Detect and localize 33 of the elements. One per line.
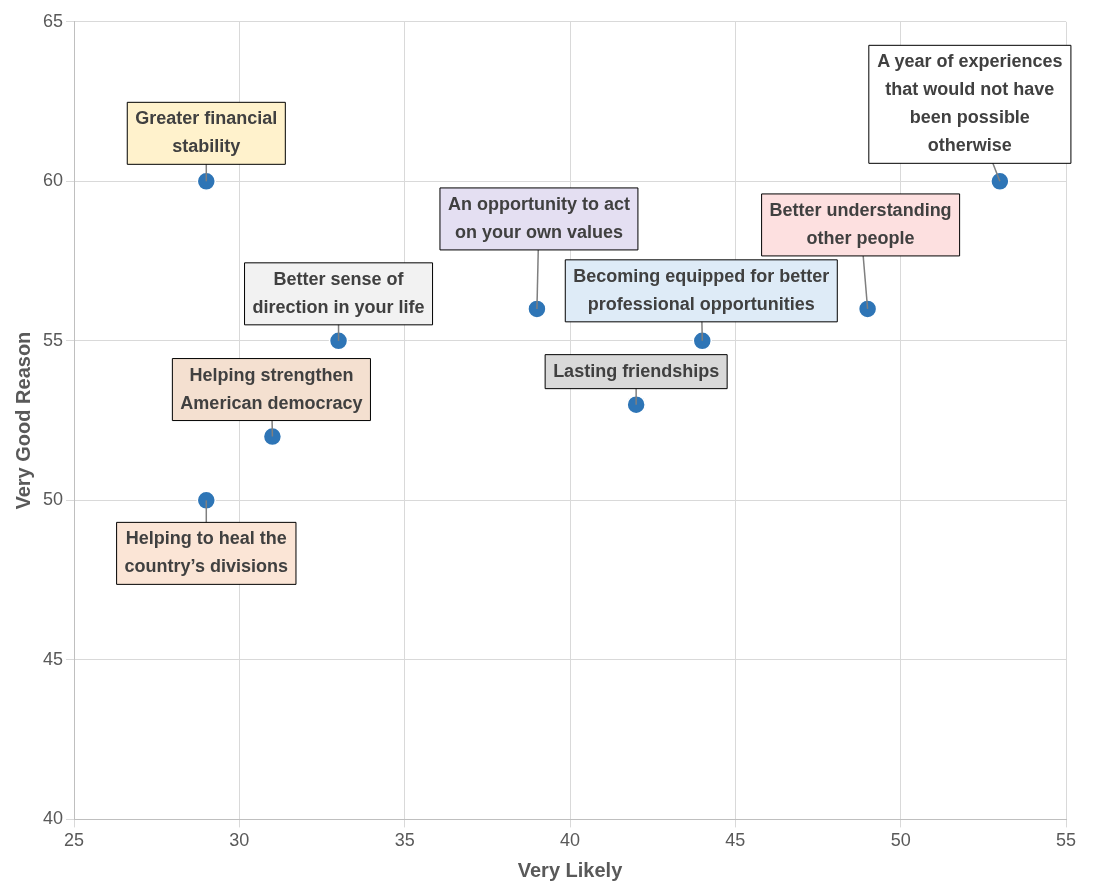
point bbox=[527, 299, 547, 319]
annotation: Becoming equipped for better professional opportunities bbox=[573, 265, 830, 314]
annotation: Better sense of direction in your life bbox=[252, 268, 425, 317]
annotation: An opportunity to act on your own values bbox=[447, 193, 630, 242]
x-tick-label: 35 bbox=[394, 830, 415, 851]
annotation: Helping to heal the country’s divisions bbox=[124, 528, 288, 577]
x-tick-label: 30 bbox=[229, 830, 250, 851]
annotation: Greater financial stability bbox=[135, 108, 278, 157]
annotation: Better understanding other people bbox=[769, 199, 952, 248]
point bbox=[626, 394, 646, 415]
point bbox=[196, 171, 217, 192]
x-tick-label: 40 bbox=[560, 830, 581, 851]
point bbox=[196, 490, 217, 511]
y-tick-label: 55 bbox=[42, 329, 64, 350]
x-tick-label: 45 bbox=[725, 830, 746, 851]
y-tick-label: 50 bbox=[42, 489, 64, 510]
x-tick-label: 55 bbox=[1055, 830, 1077, 851]
x-tick-label: 25 bbox=[64, 830, 85, 851]
y-tick-label: 40 bbox=[42, 808, 64, 829]
point bbox=[692, 331, 713, 351]
y-axis-title: Very Good Reason bbox=[11, 331, 34, 510]
annotation: Helping strengthen American democracy bbox=[180, 364, 363, 413]
x-tick-label: 50 bbox=[890, 830, 911, 851]
annotation: Lasting friendships bbox=[553, 360, 720, 381]
annotation: A year of experiences that would not have been possible otherwise bbox=[877, 51, 1063, 156]
point bbox=[262, 426, 283, 447]
point bbox=[857, 299, 878, 319]
y-tick-label: 65 bbox=[42, 10, 64, 31]
y-tick-label: 45 bbox=[42, 648, 64, 669]
y-tick-label: 60 bbox=[42, 170, 64, 191]
point bbox=[990, 171, 1010, 192]
x-axis-title: Very Likely bbox=[517, 858, 624, 881]
point bbox=[328, 331, 349, 351]
